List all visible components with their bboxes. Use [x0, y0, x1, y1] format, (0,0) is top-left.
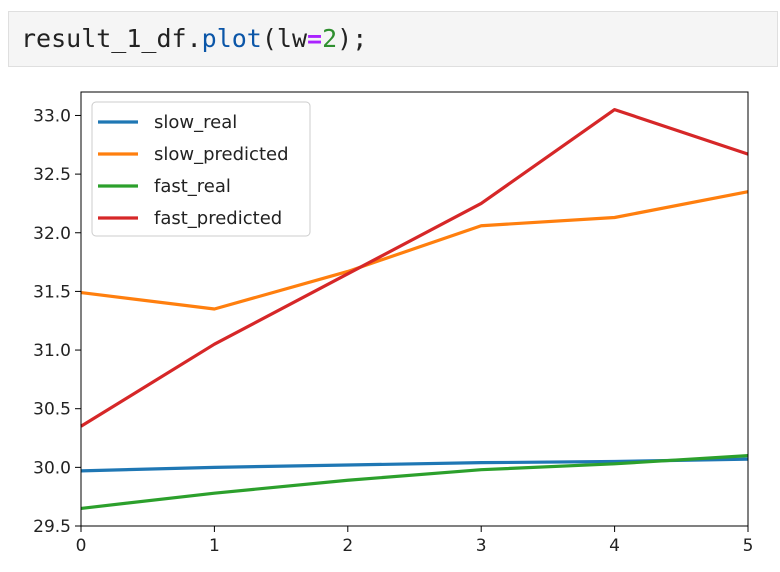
x-tick-label: 5: [743, 536, 754, 556]
x-tick-label: 2: [342, 536, 353, 556]
code-line: result_1_df.plot(lw=2);: [21, 24, 367, 54]
code-close: );: [337, 24, 368, 53]
legend: slow_real slow_predicted fast_real fast_pre…: [91, 101, 311, 237]
y-tick-label: 31.5: [33, 282, 71, 302]
legend-label: fast_real: [154, 176, 231, 197]
code-number: 2: [322, 24, 338, 53]
y-tick-label: 30.0: [33, 458, 71, 478]
legend-label: slow_real: [154, 112, 237, 133]
y-tick-label: 30.5: [33, 400, 71, 420]
series-line-fast-predicted: [80, 107, 749, 428]
series-line-slow-predicted: [80, 190, 749, 311]
y-tick-label: 29.5: [33, 517, 71, 537]
series-lines: [80, 107, 749, 510]
y-axis: 29.5 30.0 30.5 31.0 31.5 32.0 32.5 33.0: [33, 106, 81, 537]
code-kwarg: lw: [276, 24, 308, 53]
x-tick-label: 1: [209, 536, 220, 556]
y-tick-label: 33.0: [33, 106, 71, 126]
series-line-fast-real: [80, 454, 749, 510]
y-tick-label: 32.0: [33, 224, 71, 244]
code-method: plot: [201, 24, 262, 53]
code-cell[interactable]: result_1_df.plot(lw=2);: [8, 11, 778, 67]
y-tick-label: 31.0: [33, 341, 71, 361]
y-tick-label: 32.5: [33, 165, 71, 185]
x-tick-label: 4: [609, 536, 620, 556]
x-tick-label: 0: [76, 536, 87, 556]
legend-box: [91, 101, 311, 237]
legend-label: slow_predicted: [154, 144, 289, 165]
code-open-paren: (: [261, 24, 277, 53]
code-dot: .: [186, 24, 202, 53]
x-tick-label: 3: [476, 536, 487, 556]
code-variable: result_1_df: [21, 24, 187, 53]
plot-frame: [80, 91, 749, 527]
x-axis: 0 1 2 3 4 5: [76, 526, 754, 556]
code-equals: =: [307, 24, 323, 53]
legend-label: fast_predicted: [154, 208, 282, 229]
